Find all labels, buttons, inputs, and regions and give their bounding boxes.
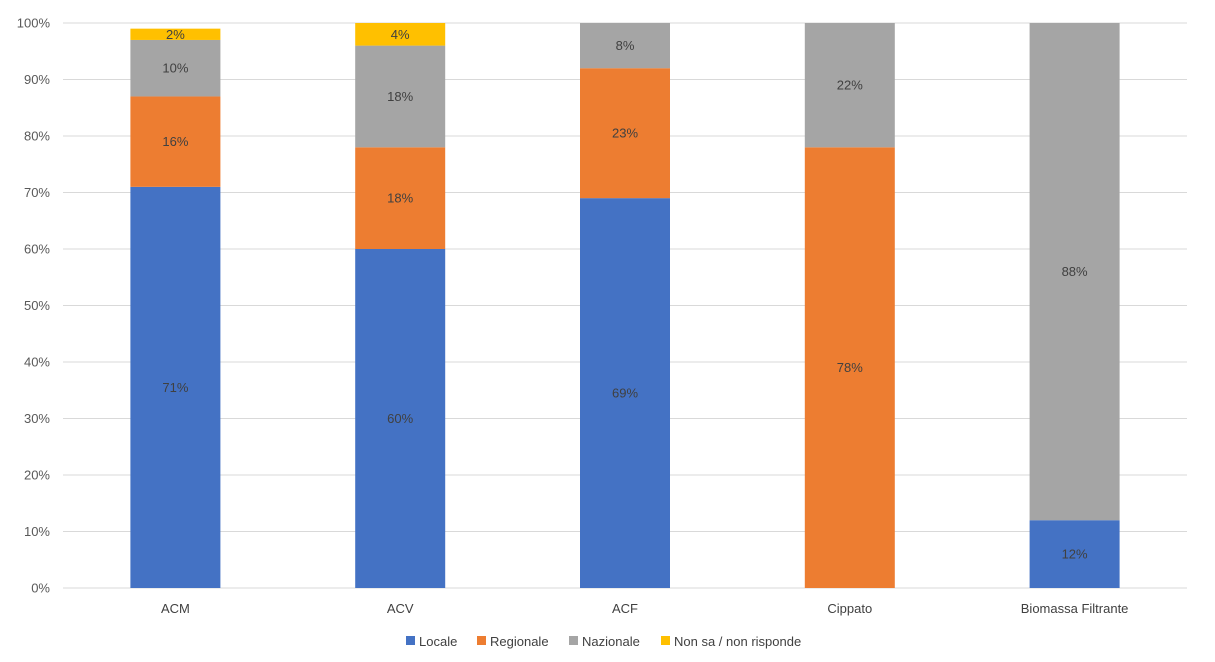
legend-item[interactable]: Nazionale <box>569 634 640 649</box>
y-tick-label: 20% <box>24 468 50 483</box>
data-label: 78% <box>837 360 863 375</box>
data-label: 88% <box>1062 264 1088 279</box>
bar-segment-locale <box>130 186 221 588</box>
legend-label: Nazionale <box>582 634 640 649</box>
bar-segment-regionale <box>804 147 895 589</box>
data-label: 4% <box>391 27 410 42</box>
data-label: 60% <box>387 411 413 426</box>
x-category-label: ACM <box>161 601 190 616</box>
bar-segment-nazionale <box>804 23 895 148</box>
data-label: 69% <box>612 386 638 401</box>
legend-item[interactable]: Locale <box>406 634 457 649</box>
bar-segment-non-sa-non-risponde <box>355 23 446 46</box>
data-label: 18% <box>387 89 413 104</box>
legend-swatch <box>661 636 670 645</box>
data-label: 22% <box>837 78 863 93</box>
bars <box>130 23 1120 589</box>
x-category-label: ACV <box>387 601 414 616</box>
y-tick-label: 100% <box>17 16 51 31</box>
data-label: 16% <box>162 134 188 149</box>
legend-swatch <box>406 636 415 645</box>
bar-segment-regionale <box>130 96 221 187</box>
bar-segment-nazionale <box>355 45 446 148</box>
data-label: 23% <box>612 126 638 141</box>
legend-item[interactable]: Regionale <box>477 634 549 649</box>
legend-swatch <box>477 636 486 645</box>
bar-segment-regionale <box>355 147 446 249</box>
x-axis-category-labels: ACM ACV ACF Cippato Biomassa Filtrante <box>161 601 1128 616</box>
legend-label: Locale <box>419 634 457 649</box>
y-tick-label: 30% <box>24 411 50 426</box>
y-tick-label: 90% <box>24 72 50 87</box>
bar-segment-locale <box>1029 520 1120 588</box>
legend-item[interactable]: Non sa / non risponde <box>661 634 801 649</box>
y-tick-label: 70% <box>24 185 50 200</box>
x-category-label: ACF <box>612 601 638 616</box>
y-tick-label: 80% <box>24 129 50 144</box>
legend[interactable]: Locale Regionale Nazionale Non sa / non ris… <box>406 634 801 649</box>
bar-segment-locale <box>355 249 446 588</box>
legend-swatch <box>569 636 578 645</box>
y-tick-label: 50% <box>24 298 50 313</box>
x-category-label: Biomassa Filtrante <box>1021 601 1129 616</box>
bar-segment-locale <box>580 198 670 588</box>
data-label: 8% <box>616 38 635 53</box>
y-tick-label: 40% <box>24 355 50 370</box>
legend-label: Regionale <box>490 634 549 649</box>
data-label: 12% <box>1062 547 1088 562</box>
data-label: 18% <box>387 191 413 206</box>
data-label: 10% <box>162 61 188 76</box>
data-label: 2% <box>166 27 185 42</box>
legend-label: Non sa / non risponde <box>674 634 801 649</box>
bar-segment-regionale <box>580 68 670 199</box>
y-tick-label: 60% <box>24 242 50 257</box>
bar-segment-nazionale <box>580 23 670 69</box>
data-labels: 71% 16% 10% 2% 60% 18% 18% 4% 69% 23% 8% 78% 22% 12% 8… <box>162 27 1088 562</box>
x-category-label: Cippato <box>827 601 872 616</box>
y-tick-label: 0% <box>31 581 50 596</box>
bar-segment-nazionale <box>1029 23 1120 521</box>
y-axis-tick-labels: 0% 10% 20% 30% 40% 50% 60% 70% 80% 90% 100% <box>17 16 51 596</box>
bar-segment-non-sa-non-risponde <box>130 28 221 40</box>
y-tick-label: 10% <box>24 524 50 539</box>
data-label: 71% <box>162 380 188 395</box>
bar-segment-nazionale <box>130 39 221 97</box>
